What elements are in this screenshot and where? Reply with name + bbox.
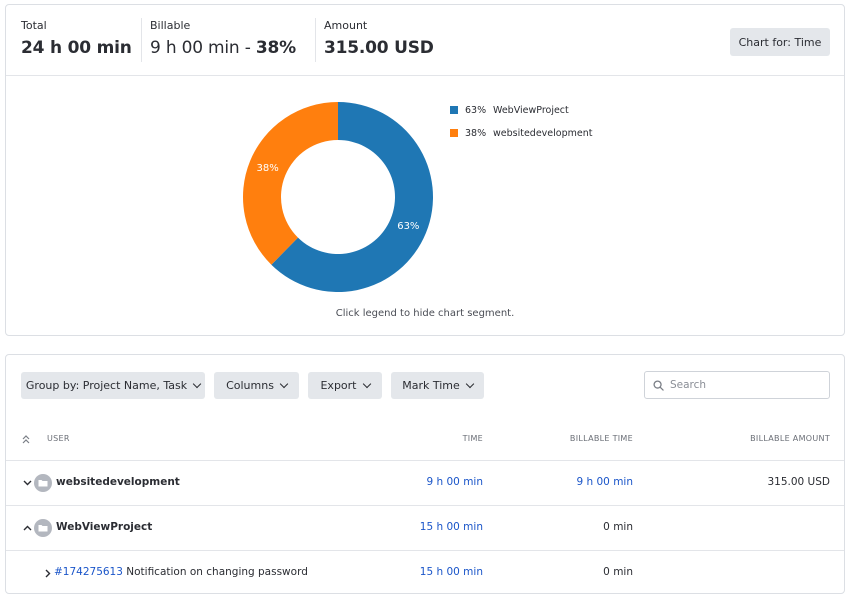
legend-item-websitedevelopment[interactable]: 38% websitedevelopment xyxy=(450,127,592,139)
task-id-link[interactable]: #174275613 xyxy=(54,566,123,578)
row-name: WebViewProject xyxy=(56,521,153,533)
table-header: USER TIME BILLABLE TIME BILLABLE AMOUNT xyxy=(6,417,844,461)
row-time[interactable]: 15 h 00 min xyxy=(419,521,483,533)
stat-billable-percent: 38% xyxy=(255,38,296,58)
mark-time-label: Mark Time xyxy=(402,379,460,392)
table-row[interactable]: websitedevelopment 9 h 00 min 9 h 00 min… xyxy=(6,461,844,506)
columns-button[interactable]: Columns xyxy=(214,372,299,399)
stat-total: Total 24 h 00 min xyxy=(21,19,132,61)
legend-swatch xyxy=(450,106,458,114)
chevron-down-icon xyxy=(279,379,289,388)
chart-for-button[interactable]: Chart for: Time xyxy=(730,28,830,56)
search-icon xyxy=(653,379,664,391)
chevron-right-icon[interactable] xyxy=(43,568,53,578)
export-button[interactable]: Export xyxy=(308,372,382,399)
task-name: Notification on changing password xyxy=(122,566,308,578)
report-card: Group by: Project Name, Task Columns Exp… xyxy=(5,354,845,594)
legend-item-WebViewProject[interactable]: 63% WebViewProject xyxy=(450,104,592,116)
column-header-billable-amount[interactable]: BILLABLE AMOUNT xyxy=(750,434,830,443)
mark-time-button[interactable]: Mark Time xyxy=(391,372,484,399)
legend-label: WebViewProject xyxy=(493,104,569,116)
chevron-down-icon[interactable] xyxy=(22,478,32,488)
column-header-user[interactable]: USER xyxy=(47,434,70,443)
folder-icon xyxy=(34,474,52,492)
stat-amount-label: Amount xyxy=(324,19,368,32)
table-row[interactable]: #174275613 Notification on changing pass… xyxy=(6,551,844,596)
row-name: websitedevelopment xyxy=(56,476,180,488)
group-by-button[interactable]: Group by: Project Name, Task xyxy=(21,372,205,399)
stat-billable-time: 9 h 00 min - xyxy=(150,38,256,58)
donut-chart: 63% 38% xyxy=(243,102,434,292)
row-billable-time: 0 min xyxy=(603,566,633,578)
legend-percent: 63% xyxy=(465,104,487,116)
legend-percent: 38% xyxy=(465,127,487,139)
stat-billable: Billable 9 h 00 min - 38% xyxy=(150,19,296,61)
group-by-label: Group by: Project Name, Task xyxy=(25,379,188,392)
columns-label: Columns xyxy=(226,379,274,392)
donut-slice-label: 38% xyxy=(257,163,279,174)
search-box[interactable] xyxy=(644,371,830,399)
stat-total-value: 24 h 00 min xyxy=(21,38,132,58)
chart-legend: 63% WebViewProject 38% websitedevelopment xyxy=(450,104,592,150)
export-label: Export xyxy=(320,379,357,392)
donut-slice-WebViewProject[interactable] xyxy=(271,102,434,292)
column-header-billable-time[interactable]: BILLABLE TIME xyxy=(569,434,633,443)
stat-total-label: Total xyxy=(21,19,47,32)
chevron-down-icon xyxy=(192,379,202,388)
stat-billable-value: 9 h 00 min - 38% xyxy=(150,38,296,58)
stat-billable-label: Billable xyxy=(150,19,191,32)
search-input[interactable] xyxy=(670,379,820,391)
legend-swatch xyxy=(450,129,458,137)
legend-label: websitedevelopment xyxy=(493,127,593,139)
stat-divider xyxy=(315,18,316,62)
donut-slice-websitedevelopment[interactable] xyxy=(243,102,338,265)
row-time[interactable]: 15 h 00 min xyxy=(419,566,483,578)
folder-icon xyxy=(34,519,52,537)
row-billable-time[interactable]: 9 h 00 min xyxy=(576,476,633,488)
stat-amount-value: 315.00 USD xyxy=(324,38,434,58)
chevron-down-icon xyxy=(362,379,371,388)
donut-slice-label: 63% xyxy=(397,221,419,232)
stat-amount: Amount 315.00 USD xyxy=(324,19,434,61)
table-row[interactable]: WebViewProject 15 h 00 min 0 min xyxy=(6,506,844,551)
summary-card: Total 24 h 00 min Billable 9 h 00 min - … xyxy=(5,4,845,336)
collapse-all-icon[interactable] xyxy=(21,434,31,444)
row-billable-amount: 315.00 USD xyxy=(767,476,830,488)
row-time[interactable]: 9 h 00 min xyxy=(426,476,483,488)
task-cell: #174275613 Notification on changing pass… xyxy=(54,566,308,578)
chevron-up-icon[interactable] xyxy=(22,523,32,533)
chart-hint: Click legend to hide chart segment. xyxy=(335,308,515,319)
chevron-down-icon xyxy=(465,379,475,388)
stat-divider xyxy=(141,18,142,62)
summary-divider xyxy=(6,75,844,76)
column-header-time[interactable]: TIME xyxy=(462,434,483,443)
row-billable-time: 0 min xyxy=(603,521,633,533)
